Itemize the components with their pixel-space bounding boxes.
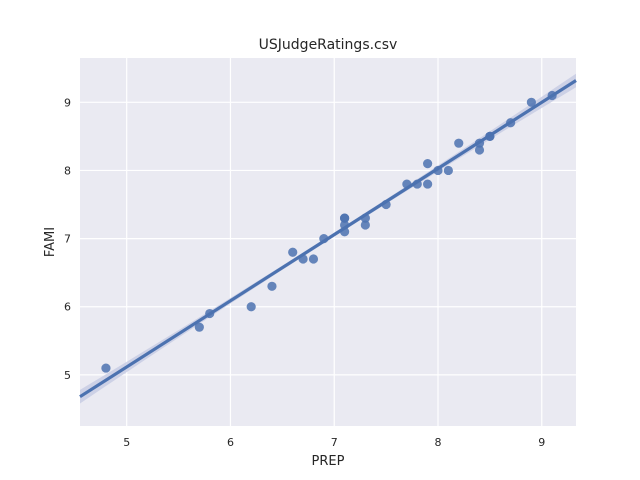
x-axis-label: PREP [312, 454, 345, 469]
x-tick-label: 8 [434, 436, 441, 449]
data-point [246, 302, 256, 312]
plot-area [80, 58, 576, 426]
regression-line-group [79, 79, 577, 399]
data-point [423, 179, 433, 189]
data-point [454, 138, 464, 148]
data-point [360, 220, 370, 230]
x-tick-label: 6 [227, 436, 234, 449]
data-point [443, 165, 453, 176]
data-point [423, 159, 433, 169]
data-point [101, 363, 111, 373]
grid [80, 58, 576, 426]
data-point [267, 281, 277, 291]
data-point [288, 247, 298, 257]
data-point [340, 213, 350, 223]
tick-labels: 5 6 7 8 9 5 6 7 8 9 [64, 96, 545, 449]
x-tick-label: 9 [538, 436, 545, 449]
y-tick-label: 5 [64, 369, 71, 382]
y-tick-label: 7 [64, 233, 71, 246]
chart-title: USJudgeRatings.csv [259, 37, 398, 53]
data-point [526, 97, 536, 107]
data-point [194, 322, 204, 332]
data-point [308, 254, 319, 264]
regression-line [79, 79, 577, 399]
x-tick-label: 5 [123, 436, 130, 449]
y-tick-label: 8 [64, 164, 71, 177]
y-tick-label: 9 [64, 96, 71, 109]
data-point [474, 145, 485, 155]
x-tick-label: 7 [331, 436, 338, 449]
y-axis-label: FAMI [43, 227, 58, 257]
y-tick-label: 6 [64, 301, 71, 314]
